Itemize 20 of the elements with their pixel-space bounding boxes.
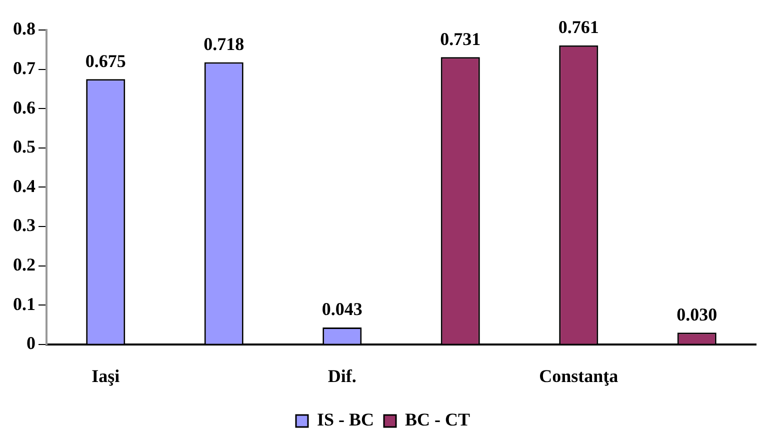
legend-label: BC - CT <box>405 410 470 430</box>
y-tick-label: 0.4 <box>13 176 36 196</box>
y-tick-label: 0.1 <box>13 294 36 314</box>
y-tick-label: 0.7 <box>13 58 36 78</box>
data-label: 0.043 <box>322 299 362 320</box>
y-tick-label: 0.8 <box>13 18 36 39</box>
y-tick-label: 0.6 <box>13 97 36 118</box>
y-tick-label: 0.5 <box>13 136 36 157</box>
x-tick-label: Dif. <box>328 366 356 386</box>
data-label: 0.731 <box>440 28 481 49</box>
data-label: 0.761 <box>558 16 599 37</box>
legend-label: IS - BC <box>316 410 374 430</box>
data-label: 0.718 <box>204 34 244 54</box>
x-tick-label: Constanţa <box>539 366 618 386</box>
data-label: 0.675 <box>85 50 126 71</box>
y-tick-label: 0.2 <box>13 254 36 274</box>
y-tick-label: 0 <box>26 333 36 354</box>
data-label: 0.030 <box>676 304 718 324</box>
x-tick-label: Iaşi <box>92 366 120 386</box>
y-tick-label: 0.3 <box>13 215 36 236</box>
